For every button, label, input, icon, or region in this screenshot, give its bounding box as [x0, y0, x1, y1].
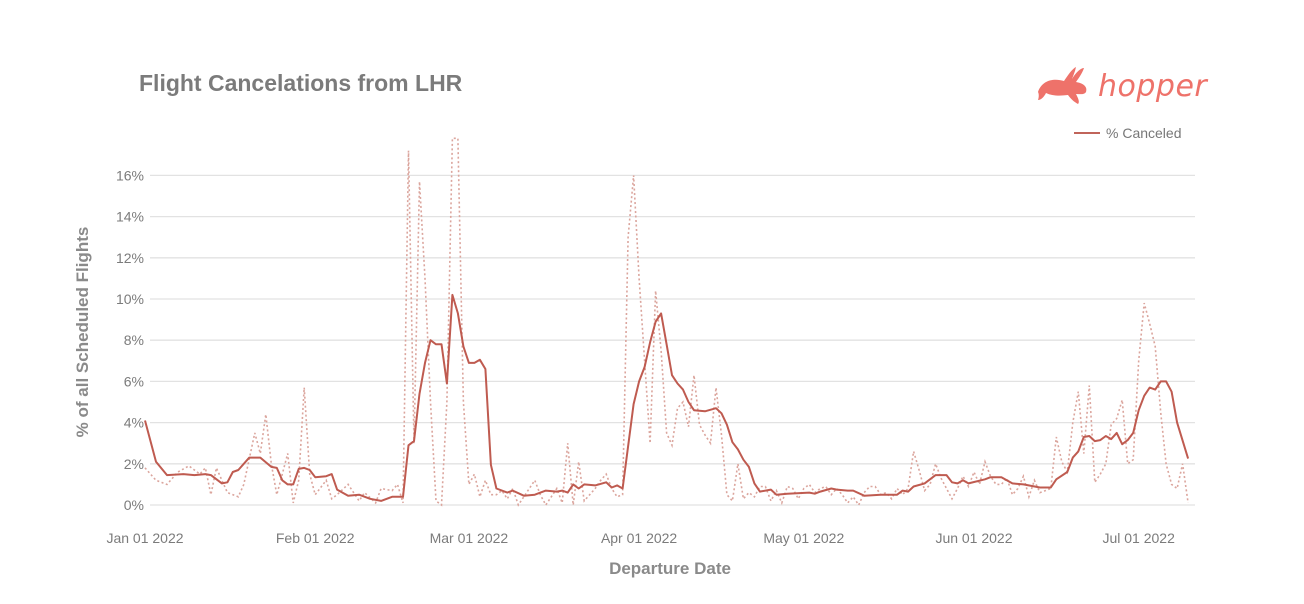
x-tick-label: Mar 01 2022 [430, 530, 509, 546]
legend-label: % Canceled [1106, 125, 1182, 141]
y-tick-label: 12% [116, 250, 144, 266]
logo-text: hopper [1098, 68, 1208, 104]
x-tick-label: Jan 01 2022 [106, 530, 183, 546]
legend: % Canceled [1074, 125, 1182, 141]
rabbit-icon [1038, 67, 1087, 104]
y-tick-label: 10% [116, 291, 144, 307]
y-axis-title: % of all Scheduled Flights [73, 227, 92, 438]
y-tick-label: 8% [124, 332, 144, 348]
x-tick-label: Apr 01 2022 [601, 530, 677, 546]
x-tick-label: May 01 2022 [763, 530, 844, 546]
y-tick-label: 2% [124, 456, 144, 472]
legend-swatch [1074, 132, 1100, 134]
y-tick-label: 6% [124, 373, 144, 389]
y-tick-label: 16% [116, 167, 144, 183]
y-tick-label: 0% [124, 497, 144, 513]
x-tick-label: Jun 01 2022 [935, 530, 1012, 546]
chart-title: Flight Cancelations from LHR [139, 70, 463, 96]
y-tick-label: 14% [116, 209, 144, 225]
x-tick-label: Feb 01 2022 [276, 530, 355, 546]
percent-canceled-line [144, 293, 1190, 502]
daily-cancel-line [144, 137, 1189, 507]
hopper-logo: hopper [1036, 66, 1207, 106]
x-tick-label: Jul 01 2022 [1102, 530, 1175, 546]
x-axis-title: Departure Date [609, 559, 731, 578]
y-tick-label: 4% [124, 415, 144, 431]
